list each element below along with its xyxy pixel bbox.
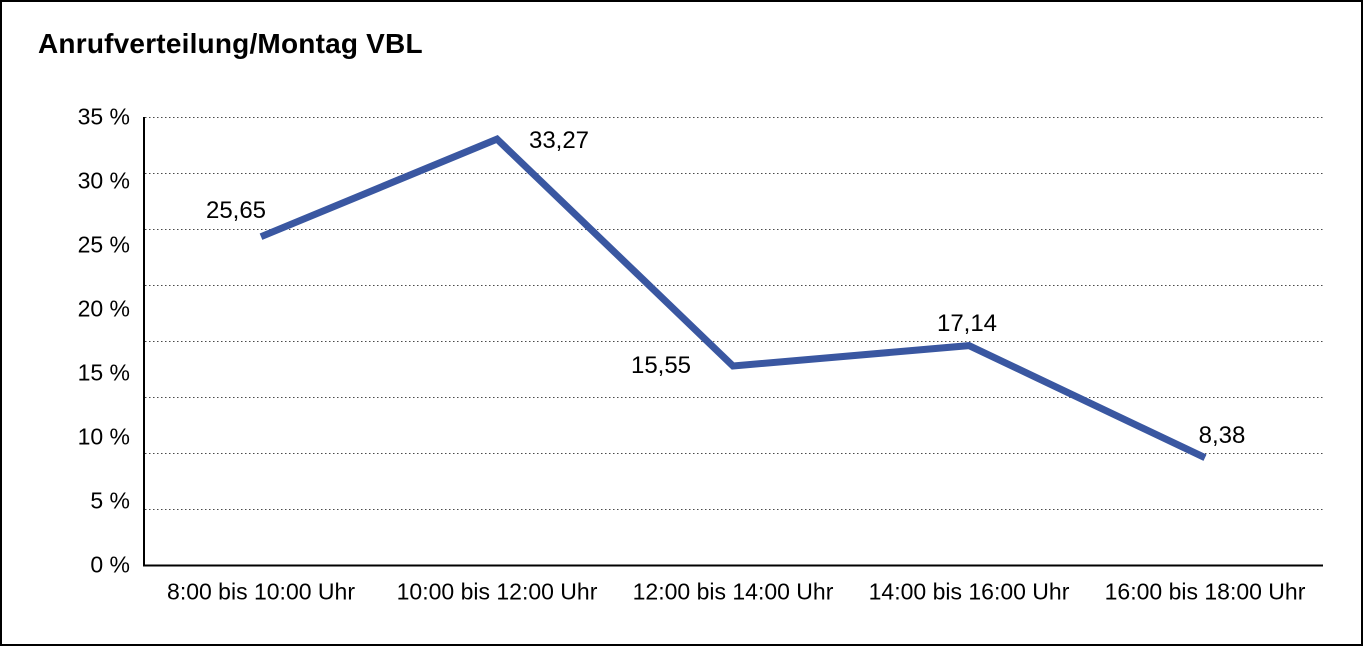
x-axis-category-label: 14:00 bis 16:00 Uhr [868, 578, 1070, 605]
line-chart-svg [143, 117, 1323, 567]
chart-title: Anrufverteilung/Montag VBL [38, 28, 423, 59]
y-axis-tick-label: 25 % [77, 231, 130, 258]
x-axis-category-label: 12:00 bis 14:00 Uhr [632, 578, 834, 605]
y-axis-tick-label: 0 % [90, 551, 130, 578]
y-axis-tick-label: 30 % [77, 167, 130, 194]
y-axis-tick-label: 20 % [77, 295, 130, 322]
data-point-label: 17,14 [936, 309, 998, 337]
y-axis-tick-label: 15 % [77, 359, 130, 386]
x-axis-category-label: 10:00 bis 12:00 Uhr [396, 578, 598, 605]
x-axis-category-label: 8:00 bis 10:00 Uhr [167, 578, 355, 605]
data-point-label: 25,65 [205, 196, 267, 224]
y-axis-tick-label: 5 % [90, 487, 130, 514]
x-axis-category-label: 16:00 bis 18:00 Uhr [1104, 578, 1306, 605]
y-axis-tick-label: 35 % [77, 103, 130, 130]
data-point-label: 33,27 [528, 127, 590, 155]
y-axis-tick-label: 10 % [77, 423, 130, 450]
chart-line [259, 134, 1207, 461]
data-point-label: 15,55 [630, 351, 692, 379]
data-point-label: 8,38 [1198, 421, 1246, 449]
